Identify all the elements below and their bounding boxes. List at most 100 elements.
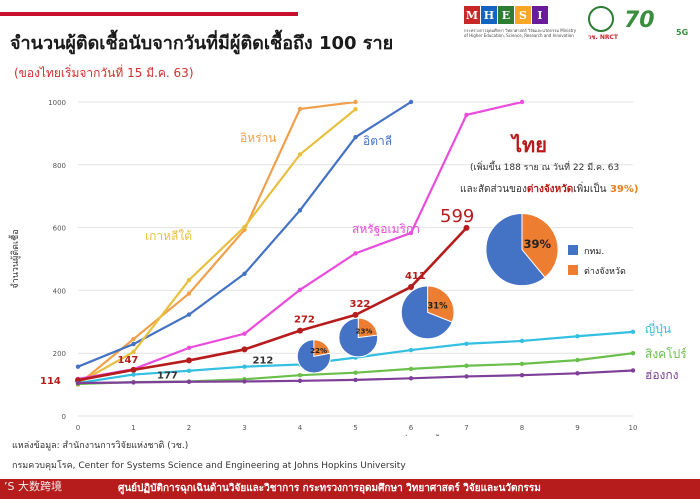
mhesi-letter: M <box>464 6 480 24</box>
highlight-value-599: 599 <box>440 206 474 227</box>
series-point <box>242 364 247 369</box>
y-tick-label: 1000 <box>48 99 66 107</box>
series-line-2 <box>77 108 357 385</box>
series-point <box>519 338 525 344</box>
data-label: 114 <box>40 376 61 387</box>
x-tick-label: 5 <box>353 424 357 432</box>
series-point <box>519 99 525 105</box>
series-point <box>130 366 137 373</box>
series-point <box>297 327 303 334</box>
series-point <box>131 336 136 342</box>
series-point <box>131 380 136 385</box>
series-point <box>241 346 248 353</box>
series-point <box>408 283 414 290</box>
series-point <box>242 271 247 276</box>
mhesi-letter: I <box>532 6 548 24</box>
series-point <box>75 364 81 369</box>
series-point <box>131 372 136 377</box>
pie-slice-province <box>427 285 455 323</box>
series-point <box>353 134 358 140</box>
x-tick-label: 9 <box>575 424 579 432</box>
mhesi-caption: กระทรวงการอุดมศึกษา วิทยาศาสตร์ วิจัยและ… <box>464 28 577 38</box>
anniversary-number: 70 <box>624 8 655 33</box>
y-tick-label: 800 <box>53 162 66 170</box>
series-name-label: ญี่ปุ่น <box>645 320 671 337</box>
series-point <box>186 345 192 351</box>
series-name-label: เกาหลีใต้ <box>145 229 192 243</box>
series-point <box>353 377 358 383</box>
series-point <box>297 372 303 378</box>
series-name-label: สิงคโปร์ <box>645 347 687 361</box>
series-point <box>186 379 192 384</box>
series-point <box>242 379 247 384</box>
line-chart: 0 200 400 600 800 1000 0 1 2 3 4 5 6 7 8 9 10 จำนวนวันหลั… <box>8 99 687 436</box>
series-point <box>353 107 358 112</box>
nrct-logo: วช. NRCT <box>586 6 620 44</box>
share-text-part: ต่างจังหวัด <box>527 183 573 195</box>
header-logos: M H E S I กระทรวงการอุดมศึกษา วิทยาศาสตร… <box>464 6 694 46</box>
series-point <box>464 341 469 346</box>
y-tick-label: 400 <box>53 287 66 295</box>
y-tick-label: 600 <box>53 225 66 233</box>
series-name-label: อิหร่าน <box>240 131 277 145</box>
pie-legend-label: ต่างจังหวัด <box>584 267 626 277</box>
x-tick-label: 0 <box>76 424 80 432</box>
pie-slice-province <box>521 213 559 279</box>
x-tick-label: 6 <box>409 424 414 432</box>
thai-annotation-title: ไทย <box>510 133 547 157</box>
x-tick-label: 2 <box>187 424 191 432</box>
series-point <box>242 224 247 230</box>
share-text-part: เพิ่มเป็น <box>573 181 606 195</box>
x-axis-label: จำนวนวันหลังจากวันที่มีผู้ติดเชื้อ100 รา… <box>320 434 480 436</box>
data-label: 411 <box>405 271 426 282</box>
series-point <box>463 224 470 231</box>
share-text-part: 39%) <box>606 184 638 195</box>
data-label: 177 <box>157 370 178 381</box>
data-label: 272 <box>294 315 315 326</box>
pie-label: 31% <box>427 301 448 311</box>
series-point <box>630 351 636 356</box>
data-label: 147 <box>118 355 139 366</box>
pie-legend-swatch <box>568 265 578 275</box>
pie-label: 22% <box>310 347 327 355</box>
y-tick-label: 200 <box>53 350 66 358</box>
title-accent-bar <box>0 12 298 16</box>
footer-bar: ศูนย์ปฏิบัติการฉุกเฉินด้านวิจัยและวิชากา… <box>0 479 700 499</box>
mhesi-letter: S <box>515 6 531 24</box>
x-tick-label: 1 <box>131 424 135 432</box>
x-tick-label: 10 <box>629 424 638 432</box>
data-label: 322 <box>350 299 371 310</box>
y-axis-label: จำนวนผู้ติดเชื้อ <box>8 229 21 288</box>
series-point <box>353 99 358 105</box>
series-point <box>630 329 636 335</box>
series-name-label: อิตาลี <box>363 134 392 148</box>
pie-legend-label: กทม. <box>584 247 604 257</box>
pie-label: 39% <box>523 237 551 251</box>
series-name-label: ฮ่องกง <box>645 368 679 382</box>
pie-legend-swatch <box>568 245 578 255</box>
series-point <box>186 277 192 283</box>
series-point <box>186 357 192 364</box>
series-point <box>297 287 303 292</box>
thai-annotation-note: (เพิ่มขึ้น 188 ราย ณ วันที่ 22 มี.ค. 63 <box>470 160 619 173</box>
series-point <box>519 361 525 367</box>
x-tick-label: 3 <box>242 424 246 432</box>
series-line-0 <box>77 102 356 386</box>
series-point <box>131 349 136 355</box>
series-point <box>297 378 303 384</box>
x-tick-label: 7 <box>464 424 468 432</box>
footer-text: ศูนย์ปฏิบัติการฉุกเฉินด้านวิจัยและวิชากา… <box>118 483 541 494</box>
series-point <box>297 208 303 213</box>
share-text-part: และสัดส่วนของ <box>460 184 527 195</box>
series-point <box>297 106 303 112</box>
anniversary-suffix: 5G <box>676 28 689 37</box>
series-point <box>353 251 358 256</box>
series-point <box>519 372 525 378</box>
series-point <box>408 99 414 105</box>
series-point <box>186 368 192 373</box>
pie-slice-province <box>357 317 379 339</box>
series-point <box>75 380 81 386</box>
page-subtitle: (ของไทยเริ่มจากวันที่ 15 มี.ค. 63) <box>14 66 194 80</box>
series-point <box>630 368 636 373</box>
series-point <box>575 371 580 376</box>
